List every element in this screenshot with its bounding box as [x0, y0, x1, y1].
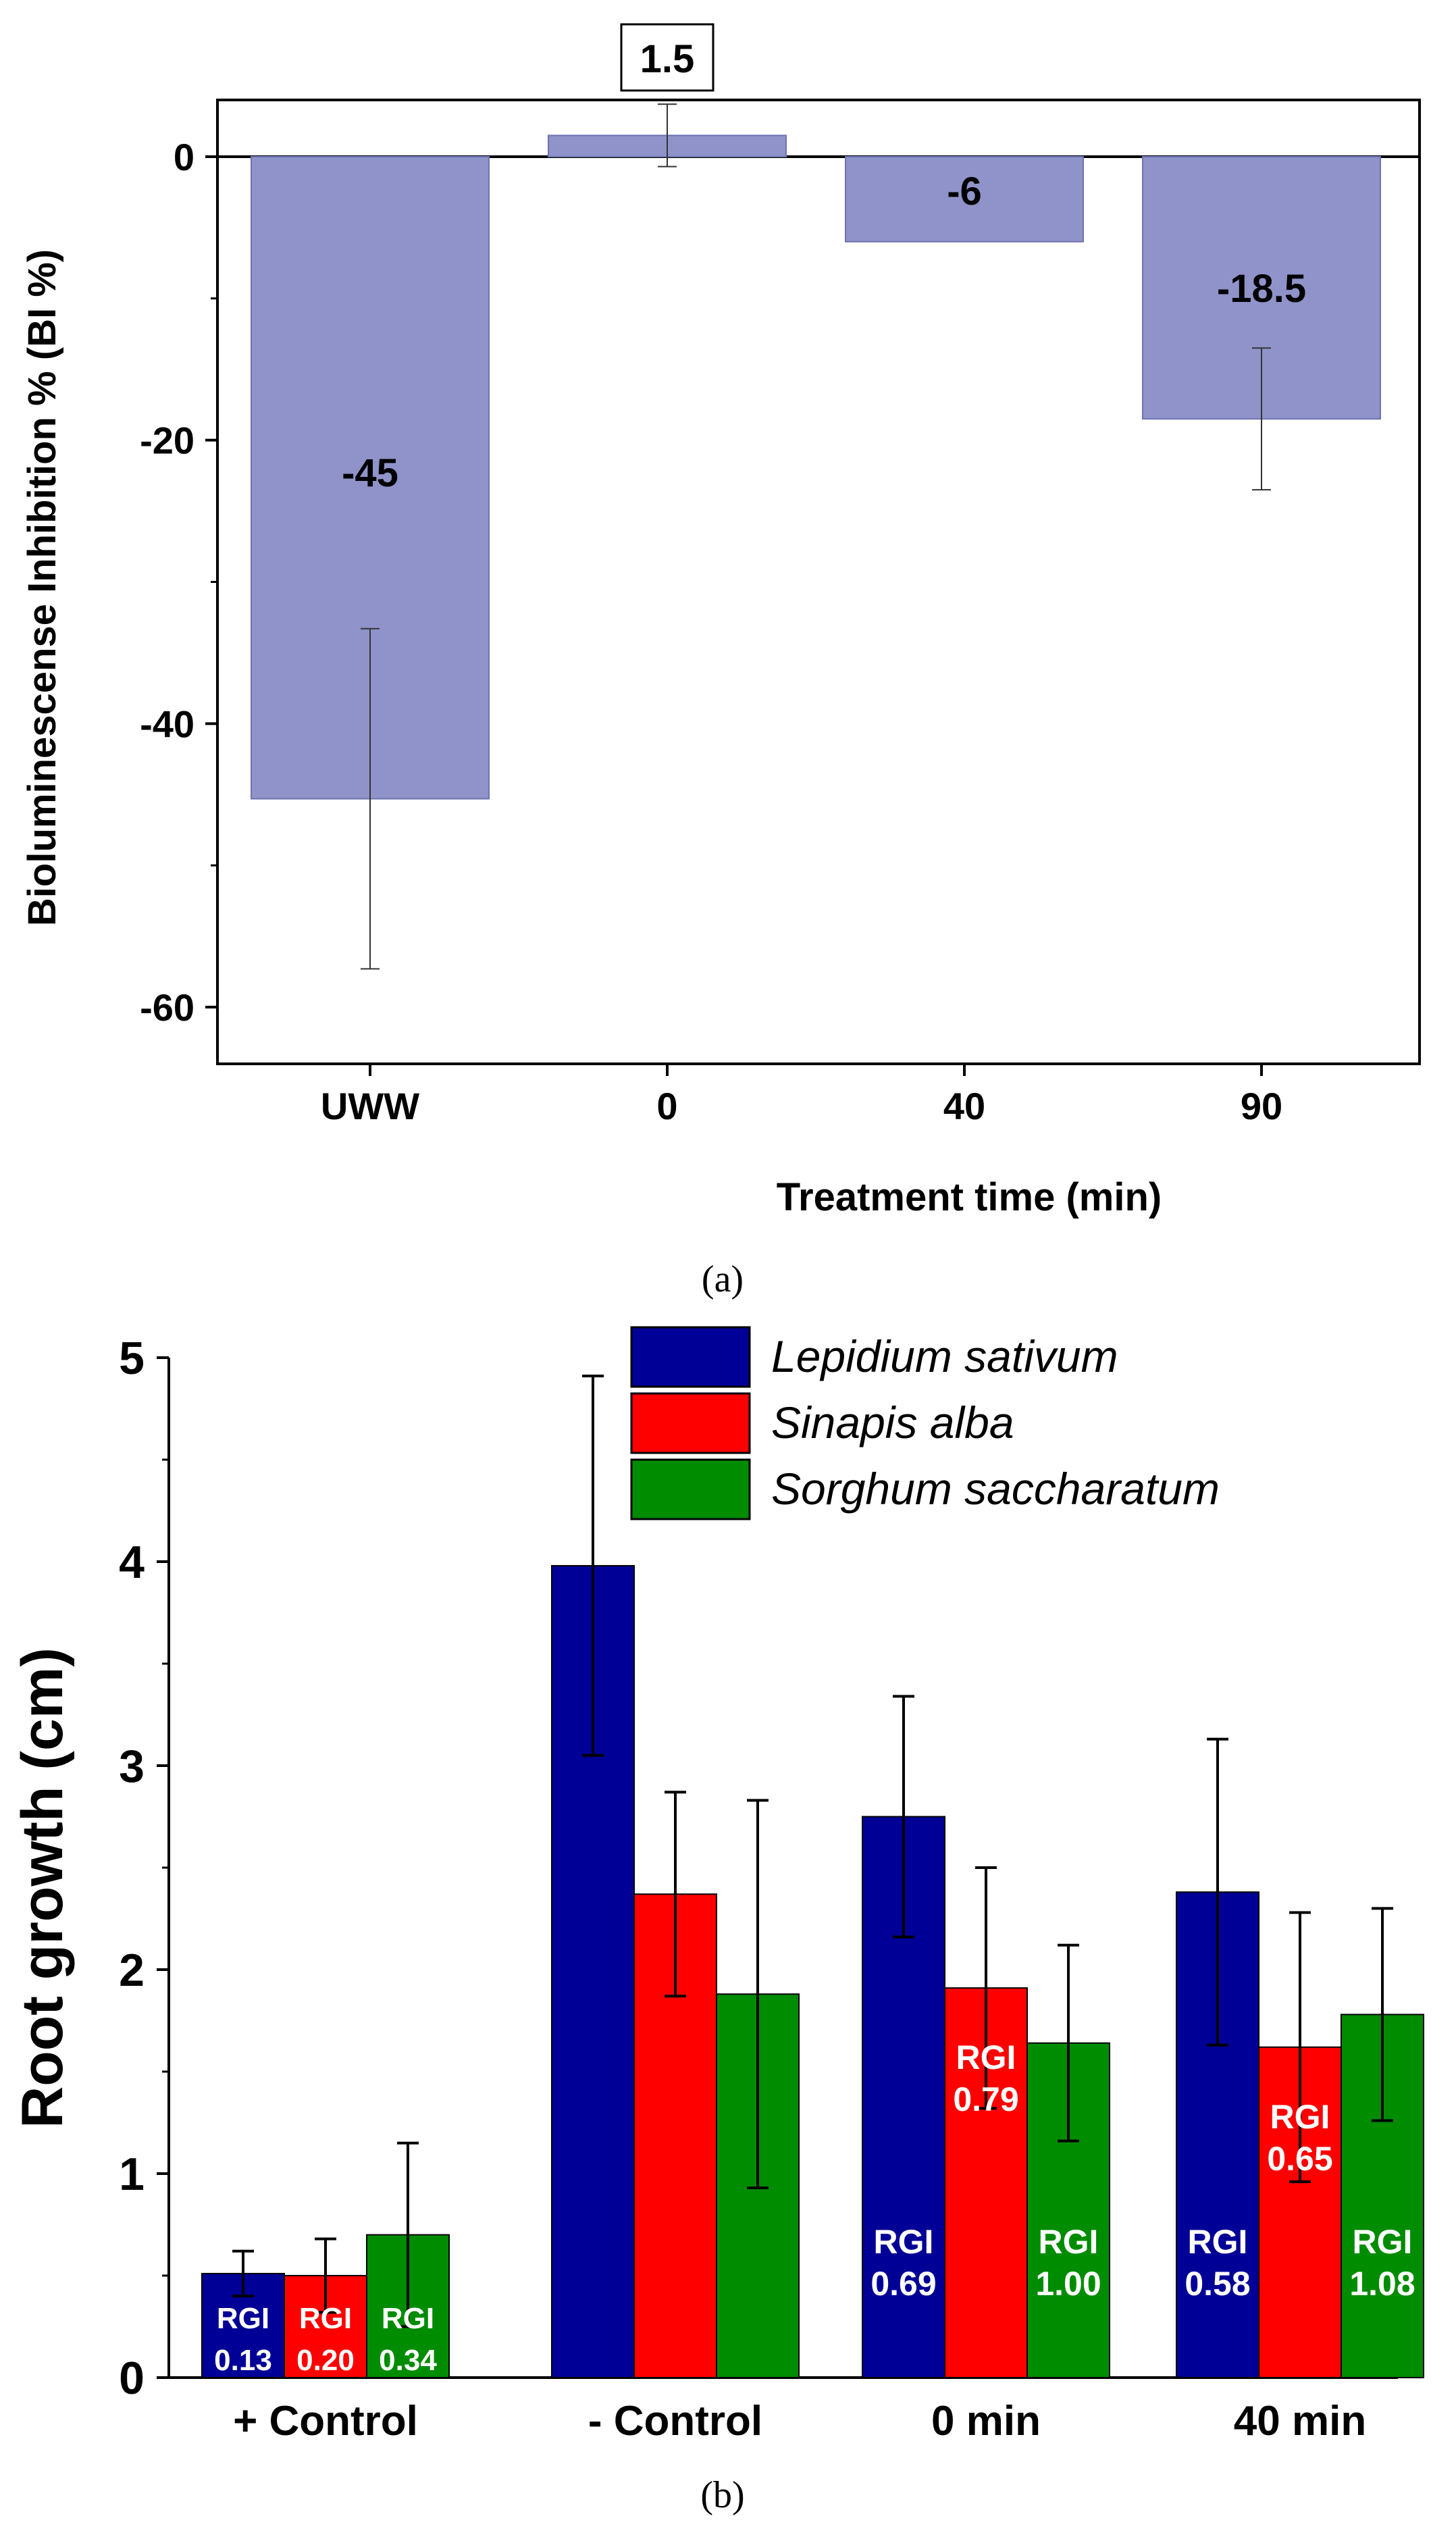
chart-b: Root growth (cm) (b) 0 1 2 3 4 5 + Control - Co…: [10, 1326, 1424, 2516]
chart-b-plot-area: 0 1 2 3 4 5 + Control - Control 0 min 40 min RGI 0.…: [119, 1333, 1424, 2444]
chart-b-rgi-label: 0.69: [870, 2265, 936, 2303]
chart-b-y-tick-label: 0: [119, 2353, 145, 2404]
chart-a-data-label: -45: [342, 451, 398, 495]
chart-b-legend: Lepidium sativum Sinapis alba Sorghum sacc…: [630, 1326, 1220, 1520]
chart-a-y-axis-label: Bioluminescense Inhibition % (BI %): [20, 249, 64, 926]
chart-a-x-axis-label: Treatment time (min): [777, 1175, 1162, 1219]
chart-b-legend-swatch: [630, 1458, 751, 1520]
chart-b-y-axis-label: Root growth (cm): [10, 1647, 75, 2128]
chart-a-y-tick-label: 0: [174, 136, 194, 178]
chart-a-panel-label: (a): [702, 1258, 744, 1300]
chart-a-plot-area: 0 -20 -40 -60 UWW 0 40 90 -45 1.5 -6 -18.5: [140, 23, 1421, 1127]
chart-b-legend-label: Sinapis alba: [771, 1398, 1014, 1447]
chart-b-rgi-label: RGI: [1188, 2223, 1248, 2261]
chart-b-rgi-label: RGI: [956, 2039, 1016, 2076]
chart-b-y-tick-label: 4: [119, 1537, 145, 1588]
chart-b-x-tick-label: - Control: [588, 2398, 762, 2444]
chart-a-y-tick-label: -60: [140, 986, 194, 1029]
chart-b-x-tick-label: + Control: [233, 2398, 418, 2444]
chart-a-x-tick-label: 40: [943, 1085, 985, 1127]
chart-b-panel-label: (b): [700, 2474, 744, 2516]
chart-b-rgi-label: 0.13: [214, 2344, 272, 2377]
chart-b-y-tick-label: 1: [119, 2149, 145, 2200]
chart-b-rgi-label: 1.00: [1035, 2265, 1101, 2303]
chart-b-y-tick-label: 5: [119, 1333, 145, 1384]
chart-a-x-tick-label: 0: [656, 1085, 677, 1127]
chart-b-rgi-label: RGI: [874, 2223, 934, 2261]
chart-b-rgi-label: 0.65: [1267, 2140, 1332, 2178]
chart-b-rgi-label: 0.58: [1185, 2265, 1250, 2303]
chart-a-bar: [845, 155, 1084, 242]
chart-b-legend-swatch: [630, 1392, 751, 1454]
chart-b-legend-swatch: [630, 1326, 751, 1388]
chart-b-x-tick-label: 40 min: [1234, 2398, 1366, 2444]
chart-a: Bioluminescense Inhibition % (BI %) Trea…: [20, 23, 1421, 1300]
chart-a-data-label: -6: [947, 170, 982, 213]
chart-b-rgi-label: 0.79: [953, 2080, 1018, 2118]
chart-b-rgi-label: RGI: [1270, 2098, 1330, 2136]
chart-b-x-tick-label: 0 min: [931, 2398, 1041, 2444]
chart-b-rgi-label: RGI: [1039, 2223, 1099, 2261]
chart-b-rgi-label: 1.08: [1349, 2265, 1415, 2303]
chart-b-rgi-label: 0.20: [296, 2344, 355, 2377]
chart-a-y-tick-label: -20: [140, 419, 194, 462]
chart-a-x-tick-label: UWW: [321, 1085, 419, 1127]
chart-b-legend-label: Sorghum saccharatum: [771, 1464, 1220, 1514]
chart-b-y-tick-label: 3: [119, 1741, 145, 1792]
chart-b-rgi-label: RGI: [217, 2302, 269, 2335]
chart-a-y-tick-label: -40: [140, 702, 194, 745]
chart-a-x-tick-label: 90: [1241, 1085, 1282, 1127]
chart-b-y-tick-label: 2: [119, 1945, 145, 1996]
chart-b-rgi-label: RGI: [1353, 2223, 1413, 2261]
chart-b-rgi-label: RGI: [299, 2302, 352, 2335]
chart-a-data-label-box: [620, 23, 714, 92]
chart-a-data-label: -18.5: [1217, 267, 1306, 311]
chart-b-rgi-label: RGI: [382, 2302, 434, 2335]
chart-b-legend-label: Lepidium sativum: [771, 1331, 1118, 1381]
chart-a-data-label: 1.5: [640, 37, 695, 81]
chart-b-rgi-label: 0.34: [379, 2344, 437, 2377]
